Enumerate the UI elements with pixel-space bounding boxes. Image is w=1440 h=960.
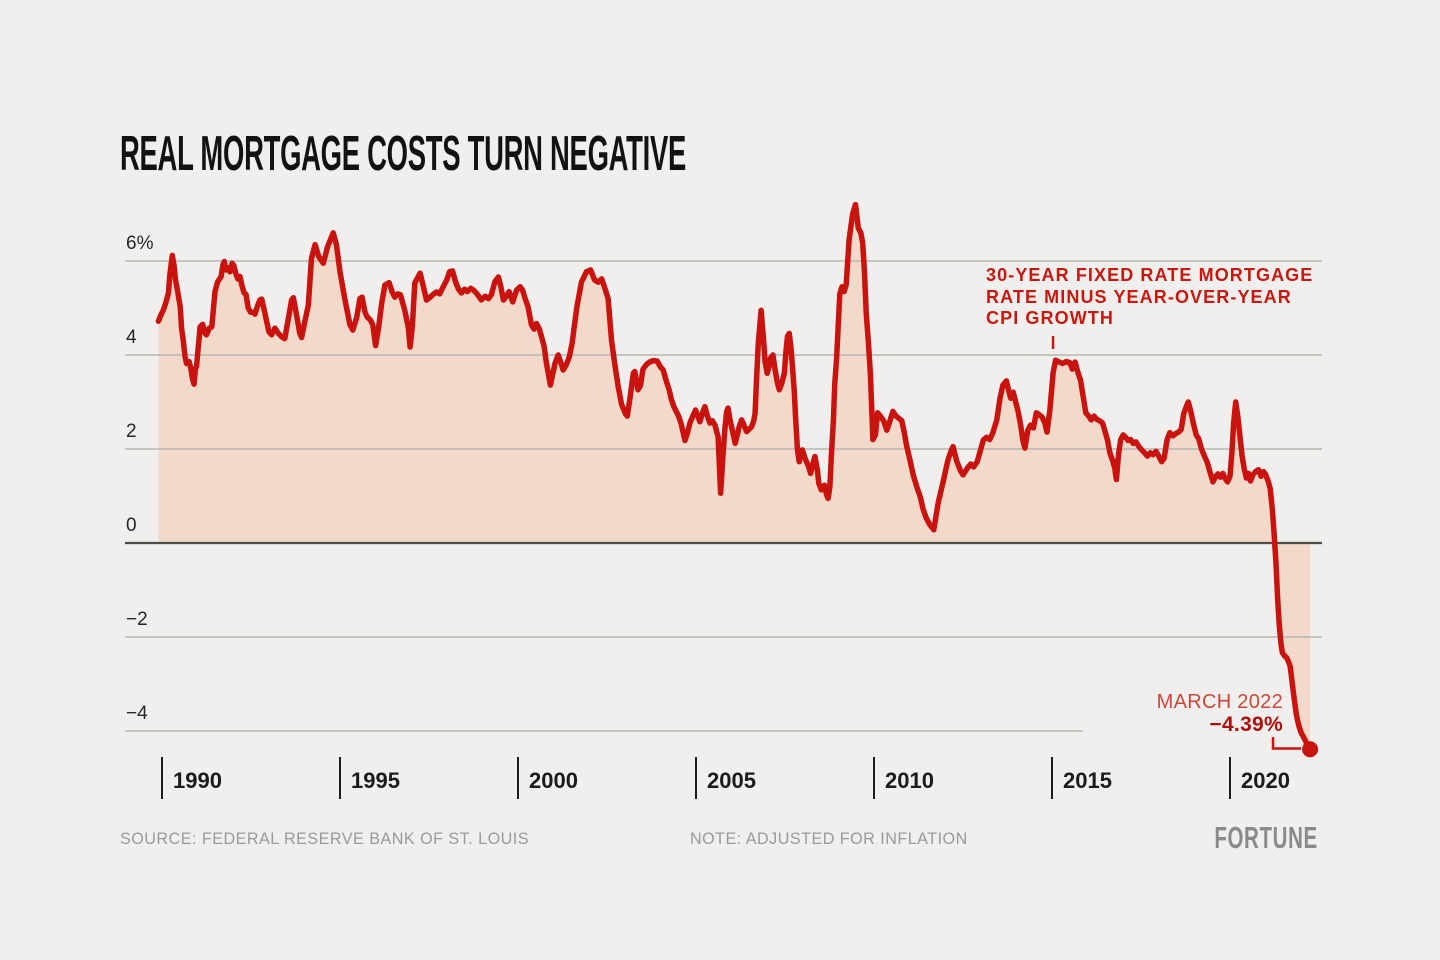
x-axis-label: 1990 xyxy=(173,768,222,793)
y-axis-label: 0 xyxy=(126,515,137,536)
x-axis-label: 2015 xyxy=(1063,768,1112,793)
series-endpoint-dot xyxy=(1302,741,1319,758)
y-axis-label: −4 xyxy=(126,703,148,724)
x-axis-label: 2005 xyxy=(707,768,756,793)
y-axis-label: 2 xyxy=(126,421,137,442)
endpoint-annotation-date: MARCH 2022 xyxy=(1156,691,1283,713)
area-fill xyxy=(158,204,1311,750)
endpoint-annotation: MARCH 2022 −4.39% xyxy=(1083,692,1283,736)
series-annotation-line-1: 30-YEAR FIXED RATE MORTGAGE xyxy=(986,265,1314,285)
x-axis-label: 1995 xyxy=(351,768,400,793)
series-line xyxy=(155,201,1313,753)
footer-source: SOURCE: FEDERAL RESERVE BANK OF ST. LOUI… xyxy=(120,829,529,848)
x-axis-label: 2000 xyxy=(529,768,578,793)
x-axis-label: 2010 xyxy=(885,768,934,793)
chart-title: REAL MORTGAGE COSTS TURN NEGATIVE xyxy=(120,127,687,181)
y-axis-label: 4 xyxy=(126,327,137,348)
x-axis-label: 2020 xyxy=(1241,768,1290,793)
fortune-logo: FORTUNE xyxy=(1214,820,1318,855)
annotation-pointer-tick xyxy=(1051,336,1055,349)
series-annotation-line-3: CPI GROWTH xyxy=(986,308,1114,328)
footer-note: NOTE: ADJUSTED FOR INFLATION xyxy=(690,829,968,848)
x-axis-ticks xyxy=(161,757,1231,799)
y-axis-label: −2 xyxy=(126,609,148,630)
y-axis-label: 6% xyxy=(126,233,154,254)
series-annotation: 30-YEAR FIXED RATE MORTGAGE RATE MINUS Y… xyxy=(986,265,1313,330)
endpoint-annotation-value: −4.39% xyxy=(1209,713,1283,736)
series-annotation-line-2: RATE MINUS YEAR-OVER-YEAR xyxy=(986,286,1292,307)
endpoint-connector-line xyxy=(1271,737,1302,750)
